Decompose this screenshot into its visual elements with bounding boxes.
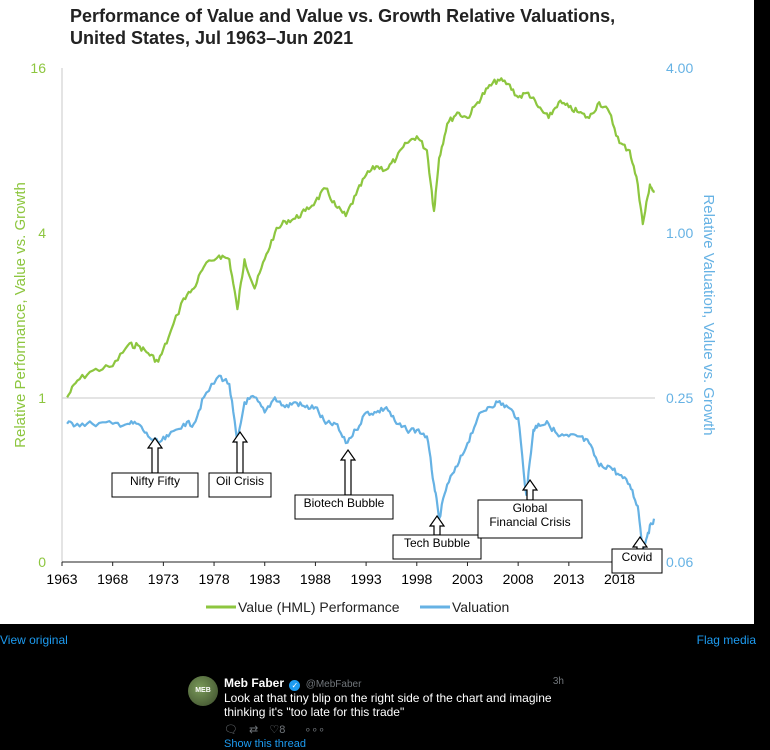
x-tick-label: 2003: [452, 571, 483, 587]
more-icon[interactable]: ∘∘∘: [304, 724, 326, 736]
annotation-arrow: [631, 535, 649, 550]
reply-icon[interactable]: 🗨: [224, 724, 238, 736]
show-thread-link[interactable]: Show this thread: [224, 738, 306, 750]
right-tick-label: 0.06: [666, 554, 693, 570]
annotation-arrow: [231, 430, 249, 474]
annotation-nifty-fifty: Nifty Fifty: [111, 436, 199, 498]
right-tick-label: 1.00: [666, 225, 693, 241]
x-tick-label: 1978: [198, 571, 229, 587]
avatar[interactable]: MEB: [188, 676, 218, 706]
legend-label: Value (HML) Performance: [238, 599, 400, 615]
x-tick-label: 1993: [351, 571, 382, 587]
left-tick-label: 16: [30, 60, 46, 76]
left-axis-ticks: 0 1 4 16: [30, 60, 46, 570]
annotation-label: Nifty Fifty: [130, 474, 180, 488]
chart-legend: Value (HML) Performance Valuation: [206, 599, 509, 615]
annotation-box: [392, 534, 482, 560]
chart-title-line: Performance of Value and Value vs. Growt…: [70, 6, 615, 26]
tweet-body: Meb Faber ✓ @MebFaber 3h Look at that ti…: [224, 676, 584, 750]
legend-item-1[interactable]: Valuation: [420, 599, 509, 615]
x-tick-label: 1963: [46, 571, 77, 587]
verified-icon: ✓: [289, 680, 301, 691]
annotation-label: Financial Crisis: [489, 515, 570, 529]
author-line: Meb Faber ✓ @MebFaber 3h: [224, 676, 584, 691]
view-original-link[interactable]: View original: [0, 633, 68, 647]
legend-label: Valuation: [452, 599, 509, 615]
right-tick-label: 4.00: [666, 60, 693, 76]
like-icon[interactable]: ♡8: [269, 724, 286, 736]
x-tick-label: 1973: [148, 571, 179, 587]
annotation-tech-bubble: Tech Bubble: [392, 514, 482, 560]
annotation-label: Tech Bubble: [404, 536, 470, 550]
legend-item-0[interactable]: Value (HML) Performance: [206, 599, 400, 615]
tweet-text: Look at that tiny blip on the right side…: [224, 691, 552, 719]
annotation-box: [477, 499, 583, 539]
chart-title-line: United States, Jul 1963–Jun 2021: [70, 28, 353, 48]
flag-media-link[interactable]: Flag media: [696, 633, 756, 647]
x-tick-label: 2008: [503, 571, 534, 587]
annotation-label: Covid: [622, 550, 653, 564]
left-axis-title: Relative Performance, Value vs. Growth: [12, 182, 29, 448]
author-name[interactable]: Meb Faber: [224, 676, 285, 690]
x-tick-label: 1968: [97, 571, 128, 587]
left-tick-label: 4: [38, 225, 46, 241]
right-axis-ticks: 0.06 0.25 1.00 4.00: [666, 60, 693, 570]
chart-title: Performance of Value and Value vs. Growt…: [70, 6, 615, 48]
annotation-arrow: [339, 448, 357, 496]
left-tick-label: 1: [38, 390, 46, 406]
series-line-0: [66, 77, 656, 398]
annotation-arrow: [428, 514, 446, 536]
annotation-biotech-bubble: Biotech Bubble: [294, 448, 394, 520]
series-line-1: [66, 374, 656, 550]
annotation-box: [208, 472, 272, 498]
tweet-time[interactable]: 3h: [552, 676, 564, 687]
annotation-label: Oil Crisis: [216, 474, 264, 488]
x-tick-label: 2018: [604, 571, 635, 587]
annotation-label: Global: [513, 501, 548, 515]
tweet-actions: 🗨 ⇄ ♡8 ∘∘∘: [224, 723, 584, 737]
annotation-box: [294, 494, 394, 520]
x-tick-label: 1998: [401, 571, 432, 587]
right-tick-label: 0.25: [666, 390, 693, 406]
annotation-box: [111, 472, 199, 498]
retweet-icon[interactable]: ⇄: [249, 724, 259, 736]
right-axis-title: Relative Valuation, Value vs. Growth: [700, 194, 717, 435]
chart-series: [66, 77, 656, 550]
annotation-box: [611, 548, 663, 574]
chart-axes: [61, 68, 655, 563]
chart-card[interactable]: Performance of Value and Value vs. Growt…: [0, 0, 754, 624]
x-tick-label: 1983: [249, 571, 280, 587]
x-axis-ticks: 1963 1968 1973 1978 1983 1988 1993 1998 2003 2008…: [46, 562, 635, 587]
chart: Performance of Value and Value vs. Growt…: [12, 6, 717, 615]
left-tick-label: 0: [38, 554, 46, 570]
annotation-covid: Covid: [611, 535, 663, 574]
like-count: 8: [279, 724, 286, 736]
annotation-oil-crisis: Oil Crisis: [208, 430, 272, 498]
x-tick-label: 1988: [300, 571, 331, 587]
x-tick-label: 2013: [553, 571, 584, 587]
chart-annotations: Nifty Fifty Oil Crisis Biotech Bubble Tech …: [111, 430, 663, 574]
author-handle[interactable]: @MebFaber: [305, 679, 362, 690]
annotation-label: Biotech Bubble: [304, 496, 385, 510]
